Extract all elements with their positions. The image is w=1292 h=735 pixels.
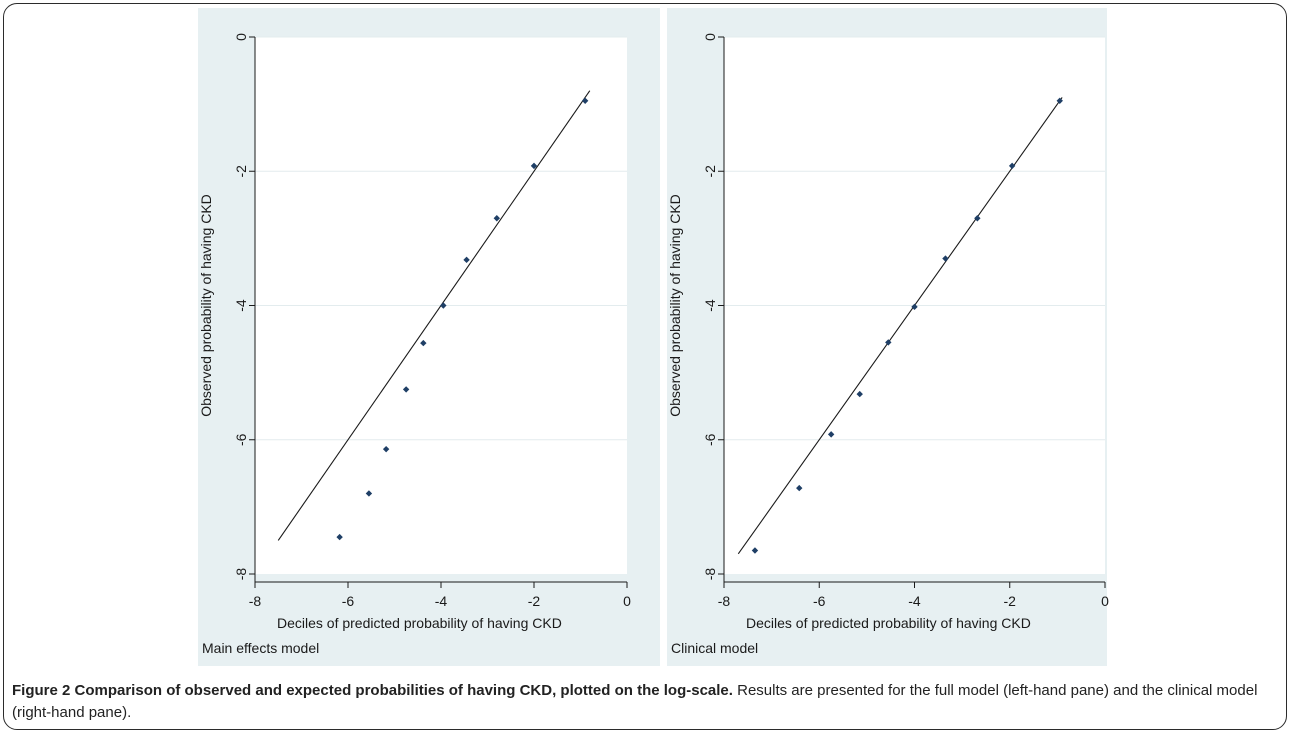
y-tick-label: 0 [702,33,718,41]
x-tick-label: -8 [718,593,731,609]
data-point [856,390,863,398]
chart-panel-1: 0 -2 -4 -6 -8-8 -6 -4 -2 0 Observed probability o… [198,8,660,666]
figure-caption: Figure 2 Comparison of observed and expe… [12,680,1277,724]
chart-subtitle: Main effects model [202,640,319,656]
y-tick-label: -4 [233,299,249,312]
data-point [420,339,427,347]
chart-panel-2: 0 -2 -4 -6 -8-8 -6 -4 -2 0 Observed probability o… [667,8,1109,666]
data-point [493,215,500,222]
data-point [402,386,410,393]
data-point [440,302,447,309]
x-axis-label: Deciles of predicted probability of havi… [277,615,562,631]
data-point [974,215,981,222]
x-tick-label: -4 [908,593,921,609]
y-axis-label: Observed probability of having CKD [667,194,683,417]
fitted-line [277,90,591,541]
y-tick-label: -8 [233,568,249,581]
data-point [365,490,373,497]
y-tick-label: -2 [702,165,718,178]
data-point [942,255,949,262]
x-tick-label: -4 [435,593,448,609]
y-tick-label: -8 [702,568,718,581]
data-point [382,445,390,453]
data-point [1056,97,1063,104]
x-tick-label: -2 [1004,593,1017,609]
y-tick-label: -6 [702,433,718,446]
caption-title: Figure 2 Comparison of observed and expe… [12,682,733,699]
y-tick-label: -6 [233,433,249,446]
data-point [336,533,343,541]
chart-subtitle: Clinical model [671,640,758,656]
y-tick-label: -4 [702,299,718,312]
x-axis-label: Deciles of predicted probability of havi… [746,615,1031,631]
y-tick-label: -2 [233,165,249,178]
data-point [530,162,538,170]
y-tick-label: 0 [233,33,249,41]
fitted-line [737,97,1063,555]
data-point [463,256,470,264]
data-point [1008,162,1016,170]
data-point [796,484,803,492]
x-tick-label: 0 [1101,593,1109,609]
x-tick-label: -8 [249,593,262,609]
data-point [751,547,759,554]
x-tick-label: -6 [342,593,355,609]
x-tick-label: -6 [813,593,826,609]
data-point [827,431,835,438]
figure-frame [3,3,1287,730]
y-axis-label: Observed probability of having CKD [198,194,214,417]
caption-text: Results are presented for the full model… [12,682,1258,721]
data-point [911,303,918,311]
x-tick-label: -2 [528,593,541,609]
data-point [885,339,892,346]
x-tick-label: 0 [623,593,631,609]
data-point [581,97,589,104]
